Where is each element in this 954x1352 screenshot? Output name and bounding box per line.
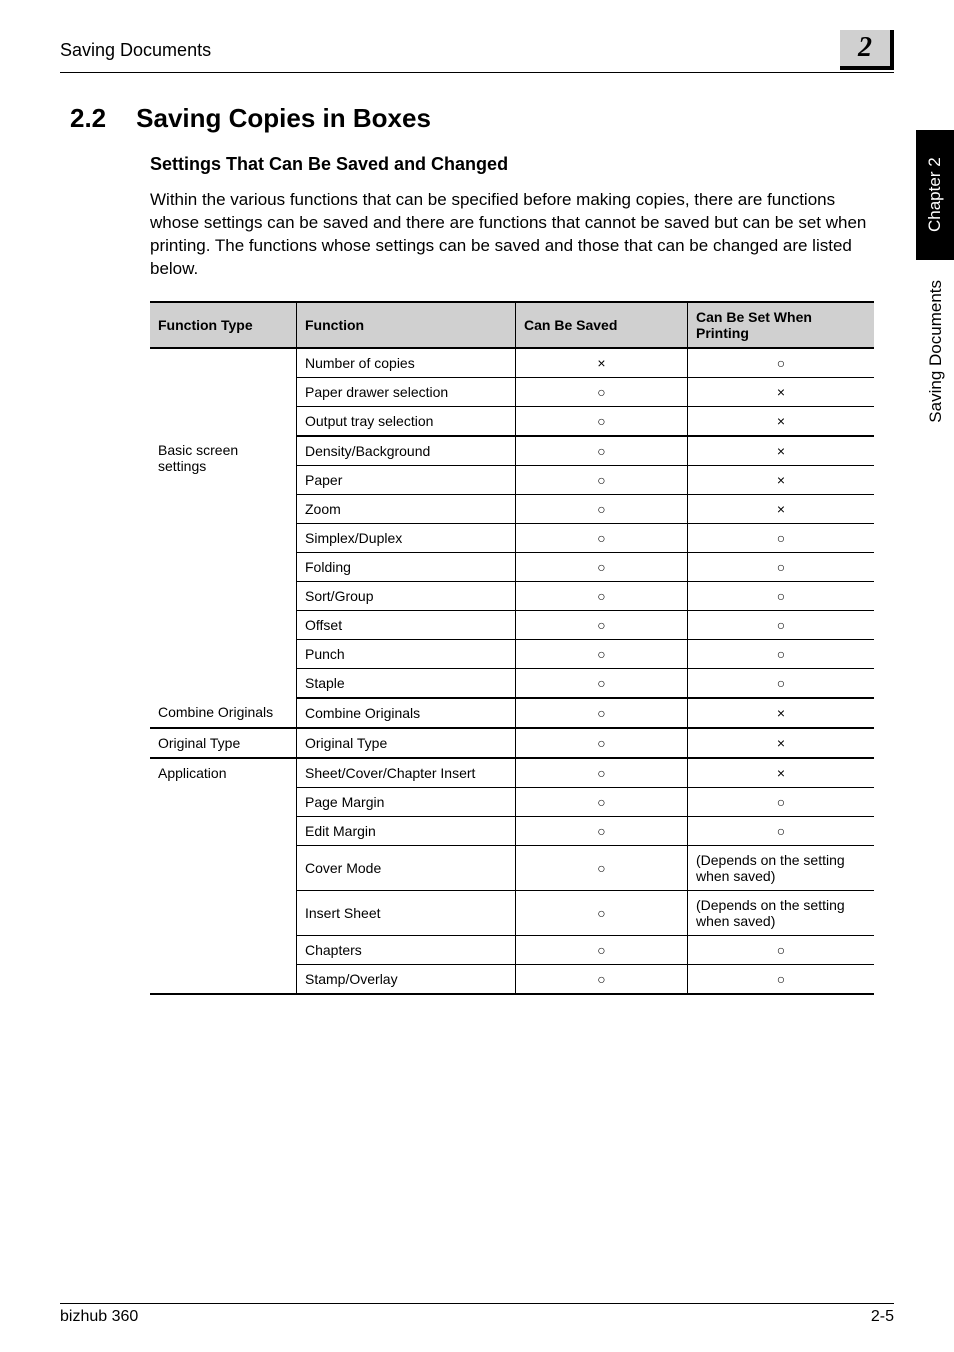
function-cell: Punch xyxy=(297,639,516,668)
saved-cell: ○ xyxy=(516,890,688,935)
saved-cell: ○ xyxy=(516,552,688,581)
saved-cell: ○ xyxy=(516,787,688,816)
settings-table-body: Number of copies×○Paper drawer selection… xyxy=(150,348,874,994)
set-cell: × xyxy=(688,758,875,788)
table-row: ApplicationSheet/Cover/Chapter Insert○× xyxy=(150,758,874,788)
col-header-saved: Can Be Saved xyxy=(516,302,688,348)
saved-cell: ○ xyxy=(516,581,688,610)
saved-cell: ○ xyxy=(516,935,688,964)
table-row: Combine OriginalsCombine Originals○× xyxy=(150,698,874,728)
table-row: Number of copies×○ xyxy=(150,348,874,378)
saved-cell: ○ xyxy=(516,406,688,436)
type-cell: Basic screen settings xyxy=(150,436,297,698)
set-cell: ○ xyxy=(688,348,875,378)
function-cell: Offset xyxy=(297,610,516,639)
set-cell: ○ xyxy=(688,787,875,816)
set-cell: ○ xyxy=(688,523,875,552)
function-cell: Chapters xyxy=(297,935,516,964)
saved-cell: ○ xyxy=(516,845,688,890)
function-cell: Number of copies xyxy=(297,348,516,378)
saved-cell: ○ xyxy=(516,758,688,788)
set-cell: ○ xyxy=(688,581,875,610)
col-header-func: Function xyxy=(297,302,516,348)
saved-cell: ○ xyxy=(516,523,688,552)
saved-cell: ○ xyxy=(516,698,688,728)
set-cell: (Depends on the setting when saved) xyxy=(688,845,875,890)
saved-cell: ○ xyxy=(516,377,688,406)
function-cell: Staple xyxy=(297,668,516,698)
side-chapter-tab: Chapter 2 xyxy=(916,130,954,260)
running-title: Saving Documents xyxy=(60,40,211,61)
function-cell: Original Type xyxy=(297,728,516,758)
saved-cell: ○ xyxy=(516,465,688,494)
function-cell: Simplex/Duplex xyxy=(297,523,516,552)
saved-cell: ○ xyxy=(516,668,688,698)
function-cell: Edit Margin xyxy=(297,816,516,845)
col-header-set: Can Be Set When Printing xyxy=(688,302,875,348)
function-cell: Stamp/Overlay xyxy=(297,964,516,994)
section-heading: 2.2 Saving Copies in Boxes xyxy=(70,103,894,134)
section-number: 2.2 xyxy=(70,103,106,134)
page-header: Saving Documents 2 xyxy=(60,30,894,73)
type-cell: Original Type xyxy=(150,728,297,758)
side-section-label: Saving Documents xyxy=(926,280,946,423)
function-cell: Density/Background xyxy=(297,436,516,466)
function-cell: Sheet/Cover/Chapter Insert xyxy=(297,758,516,788)
saved-cell: ○ xyxy=(516,610,688,639)
saved-cell: ○ xyxy=(516,494,688,523)
page: Saving Documents 2 Chapter 2 Saving Docu… xyxy=(0,0,954,1352)
body-paragraph: Within the various functions that can be… xyxy=(150,189,874,281)
saved-cell: ○ xyxy=(516,639,688,668)
function-cell: Sort/Group xyxy=(297,581,516,610)
settings-table-wrap: Function Type Function Can Be Saved Can … xyxy=(150,301,874,995)
set-cell: × xyxy=(688,465,875,494)
type-cell: Application xyxy=(150,758,297,994)
set-cell: ○ xyxy=(688,610,875,639)
set-cell: ○ xyxy=(688,935,875,964)
function-cell: Folding xyxy=(297,552,516,581)
saved-cell: × xyxy=(516,348,688,378)
set-cell: × xyxy=(688,436,875,466)
table-row: Basic screen settingsDensity/Background○… xyxy=(150,436,874,466)
set-cell: ○ xyxy=(688,552,875,581)
set-cell: × xyxy=(688,377,875,406)
function-cell: Paper xyxy=(297,465,516,494)
col-header-type: Function Type xyxy=(150,302,297,348)
section-title: Saving Copies in Boxes xyxy=(136,103,431,134)
function-cell: Page Margin xyxy=(297,787,516,816)
set-cell: (Depends on the setting when saved) xyxy=(688,890,875,935)
footer-page: 2-5 xyxy=(871,1308,894,1326)
set-cell: × xyxy=(688,728,875,758)
sub-heading: Settings That Can Be Saved and Changed xyxy=(150,154,894,175)
saved-cell: ○ xyxy=(516,436,688,466)
function-cell: Cover Mode xyxy=(297,845,516,890)
page-footer: bizhub 360 2-5 xyxy=(60,1303,894,1326)
set-cell: × xyxy=(688,698,875,728)
type-cell: Combine Originals xyxy=(150,698,297,728)
function-cell: Paper drawer selection xyxy=(297,377,516,406)
function-cell: Combine Originals xyxy=(297,698,516,728)
function-cell: Insert Sheet xyxy=(297,890,516,935)
table-row: Original TypeOriginal Type○× xyxy=(150,728,874,758)
saved-cell: ○ xyxy=(516,964,688,994)
function-cell: Zoom xyxy=(297,494,516,523)
set-cell: × xyxy=(688,406,875,436)
set-cell: ○ xyxy=(688,964,875,994)
function-cell: Output tray selection xyxy=(297,406,516,436)
saved-cell: ○ xyxy=(516,816,688,845)
saved-cell: ○ xyxy=(516,728,688,758)
set-cell: ○ xyxy=(688,816,875,845)
chapter-number-box: 2 xyxy=(840,30,894,70)
set-cell: × xyxy=(688,494,875,523)
table-header-row: Function Type Function Can Be Saved Can … xyxy=(150,302,874,348)
set-cell: ○ xyxy=(688,639,875,668)
set-cell: ○ xyxy=(688,668,875,698)
footer-product: bizhub 360 xyxy=(60,1308,138,1326)
type-cell xyxy=(150,348,297,436)
settings-table: Function Type Function Can Be Saved Can … xyxy=(150,301,874,995)
